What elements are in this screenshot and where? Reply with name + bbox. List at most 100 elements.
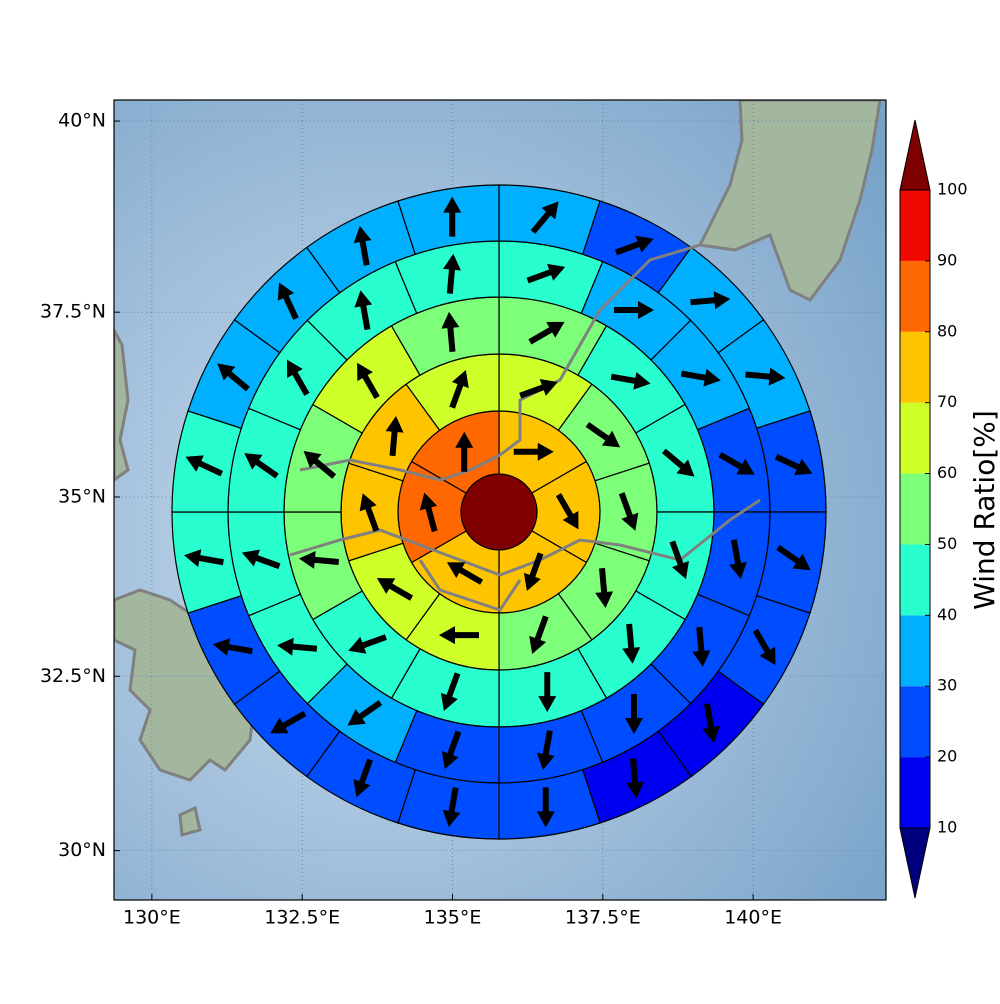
wind-arrow bbox=[776, 544, 811, 571]
colorbar-tick-label: 90 bbox=[937, 250, 957, 269]
colorbar-tick-label: 40 bbox=[937, 605, 957, 624]
colorbar-under bbox=[899, 827, 931, 899]
wind-arrow bbox=[536, 730, 555, 771]
colorbar-bin bbox=[900, 402, 930, 474]
colorbar-tick-label: 50 bbox=[937, 534, 957, 553]
wind-arrow bbox=[752, 628, 776, 666]
wind-arrow bbox=[442, 787, 461, 828]
wind-arrow bbox=[595, 567, 614, 609]
wind-arrow bbox=[277, 282, 299, 320]
y-tick-label: 32.5°N bbox=[40, 665, 106, 687]
wind-arrow bbox=[585, 421, 621, 448]
wind-arrow bbox=[298, 550, 340, 569]
land-west bbox=[114, 329, 130, 482]
colorbar-over bbox=[899, 119, 931, 191]
land bbox=[114, 100, 882, 837]
wind-arrow bbox=[347, 700, 383, 726]
wind-arrow bbox=[729, 539, 747, 580]
axis-ticks: 130°E 132.5°E 135°E 137.5°E 140°E 30°N 32.5°N 3… bbox=[40, 110, 782, 929]
y-tick-label: 35°N bbox=[58, 486, 106, 508]
wind-arrow bbox=[625, 694, 644, 735]
wind-arrow bbox=[244, 453, 279, 479]
wind-arrow bbox=[270, 710, 307, 734]
wind-arrow bbox=[626, 758, 645, 799]
colorbar-tick-label: 10 bbox=[937, 818, 957, 837]
wind-arrow bbox=[441, 311, 460, 353]
colorbar-bin bbox=[900, 757, 930, 828]
wind-arrow bbox=[353, 758, 373, 798]
wind-arrow bbox=[718, 451, 755, 475]
coast-south bbox=[289, 498, 761, 577]
wind-arrow bbox=[622, 623, 641, 664]
colorbar-bin bbox=[900, 190, 930, 261]
colorbar-tick-label: 20 bbox=[937, 747, 957, 766]
colorbar-bin bbox=[900, 544, 930, 616]
wind-arrow bbox=[455, 431, 474, 472]
wind-arrow bbox=[286, 359, 310, 396]
land-honshu-north bbox=[697, 100, 882, 302]
wind-arrow bbox=[530, 201, 559, 234]
wind-arrow bbox=[614, 235, 654, 256]
wind-arrow bbox=[376, 578, 414, 601]
wind-arrow bbox=[538, 672, 557, 713]
frame bbox=[113, 99, 887, 901]
colorbar-tick-label: 80 bbox=[937, 321, 957, 340]
wind-arrow bbox=[523, 552, 544, 591]
wind-arrow bbox=[745, 367, 786, 386]
y-tick-label: 37.5°N bbox=[40, 301, 106, 323]
colorbar-bin bbox=[900, 260, 930, 332]
wind-arrow bbox=[536, 787, 555, 828]
wind-arrow bbox=[440, 672, 461, 711]
x-tick-label: 135°E bbox=[424, 907, 482, 929]
wind-arrow bbox=[680, 368, 721, 387]
y-tick-label: 40°N bbox=[58, 110, 106, 132]
wind-arrow bbox=[385, 415, 404, 457]
y-tick-label: 30°N bbox=[58, 839, 106, 861]
colorbar-tick-label: 100 bbox=[937, 180, 968, 199]
colorbar-bin bbox=[900, 615, 930, 687]
wind-arrow bbox=[438, 626, 479, 645]
wind-arrow bbox=[277, 637, 318, 656]
wind-arrow bbox=[449, 370, 469, 409]
coastline bbox=[289, 243, 761, 612]
colorbar-tick-label: 70 bbox=[937, 392, 957, 411]
wind-arrow bbox=[555, 493, 579, 530]
wind-arrow bbox=[353, 225, 372, 266]
x-tick-label: 140°E bbox=[724, 907, 782, 929]
coast-north bbox=[299, 243, 701, 482]
x-tick-label: 137.5°E bbox=[565, 907, 641, 929]
x-tick-label: 130°E bbox=[123, 907, 181, 929]
wind-arrow bbox=[348, 634, 387, 654]
coast-shikoku bbox=[418, 559, 522, 612]
wind-arrow bbox=[357, 362, 380, 399]
colorbar-tick-label: 60 bbox=[937, 463, 957, 482]
wind-arrow bbox=[185, 455, 224, 477]
colorbar-bin bbox=[900, 331, 930, 403]
wind-arrow bbox=[519, 379, 558, 399]
wind-arrow bbox=[303, 450, 337, 479]
wind-arrow bbox=[217, 363, 250, 392]
wind-arrow bbox=[669, 540, 689, 580]
wind-arrow bbox=[446, 562, 484, 585]
wind-arrows bbox=[183, 196, 813, 828]
wind-arrow bbox=[528, 321, 565, 345]
wind-arrow bbox=[359, 493, 380, 532]
wind-arrow bbox=[618, 492, 639, 531]
wind-arrow bbox=[610, 371, 651, 390]
wind-arrow bbox=[441, 730, 462, 770]
colorbar-label: Wind Ratio[%] bbox=[968, 410, 1000, 610]
wind-sectors bbox=[171, 184, 827, 840]
wind-sector bbox=[397, 184, 500, 256]
wind-arrow bbox=[690, 291, 731, 310]
wind-arrow bbox=[241, 549, 281, 570]
wind-arrow bbox=[354, 290, 373, 331]
colorbar-frame bbox=[899, 189, 931, 829]
colorbar-tick-label: 30 bbox=[937, 676, 957, 695]
land-island bbox=[178, 805, 202, 837]
colorbar: 10 20 30 40 50 60 70 80 90 100 bbox=[899, 119, 968, 899]
wind-arrow bbox=[526, 263, 566, 284]
wind-arrow bbox=[614, 300, 655, 319]
wind-arrow bbox=[774, 454, 813, 476]
wind-arrow bbox=[183, 549, 224, 567]
